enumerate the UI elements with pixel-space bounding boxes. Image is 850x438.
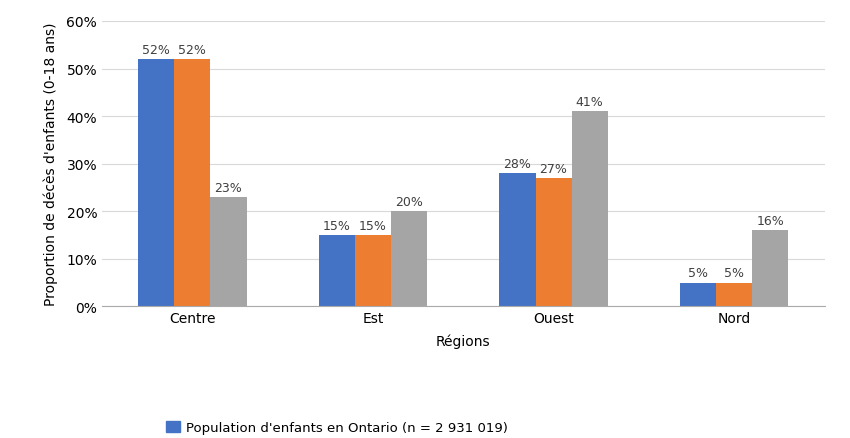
Legend: Population d'enfants en Ontario (n = 2 931 019), Décès d'enfants en Ontario (n =: Population d'enfants en Ontario (n = 2 9… bbox=[167, 421, 602, 438]
Text: 41%: 41% bbox=[575, 96, 604, 109]
Bar bbox=[210, 198, 246, 307]
Text: 5%: 5% bbox=[688, 267, 708, 279]
Bar bbox=[319, 236, 355, 307]
X-axis label: Régions: Régions bbox=[436, 334, 490, 348]
Bar bbox=[716, 283, 752, 307]
Text: 15%: 15% bbox=[359, 219, 387, 232]
Text: 20%: 20% bbox=[395, 195, 423, 208]
Bar bbox=[680, 283, 716, 307]
Bar bbox=[536, 179, 571, 307]
Text: 52%: 52% bbox=[178, 43, 207, 57]
Bar bbox=[138, 60, 174, 307]
Text: 15%: 15% bbox=[323, 219, 351, 232]
Text: 28%: 28% bbox=[503, 157, 531, 170]
Bar bbox=[571, 112, 608, 307]
Bar bbox=[499, 174, 536, 307]
Bar bbox=[174, 60, 210, 307]
Text: 16%: 16% bbox=[756, 214, 785, 227]
Text: 23%: 23% bbox=[214, 181, 242, 194]
Bar bbox=[355, 236, 391, 307]
Text: 27%: 27% bbox=[540, 162, 568, 175]
Text: 52%: 52% bbox=[142, 43, 170, 57]
Text: 5%: 5% bbox=[724, 267, 745, 279]
Bar bbox=[752, 231, 788, 307]
Bar bbox=[391, 212, 427, 307]
Y-axis label: Proportion de décès d'enfants (0-18 ans): Proportion de décès d'enfants (0-18 ans) bbox=[43, 23, 58, 306]
